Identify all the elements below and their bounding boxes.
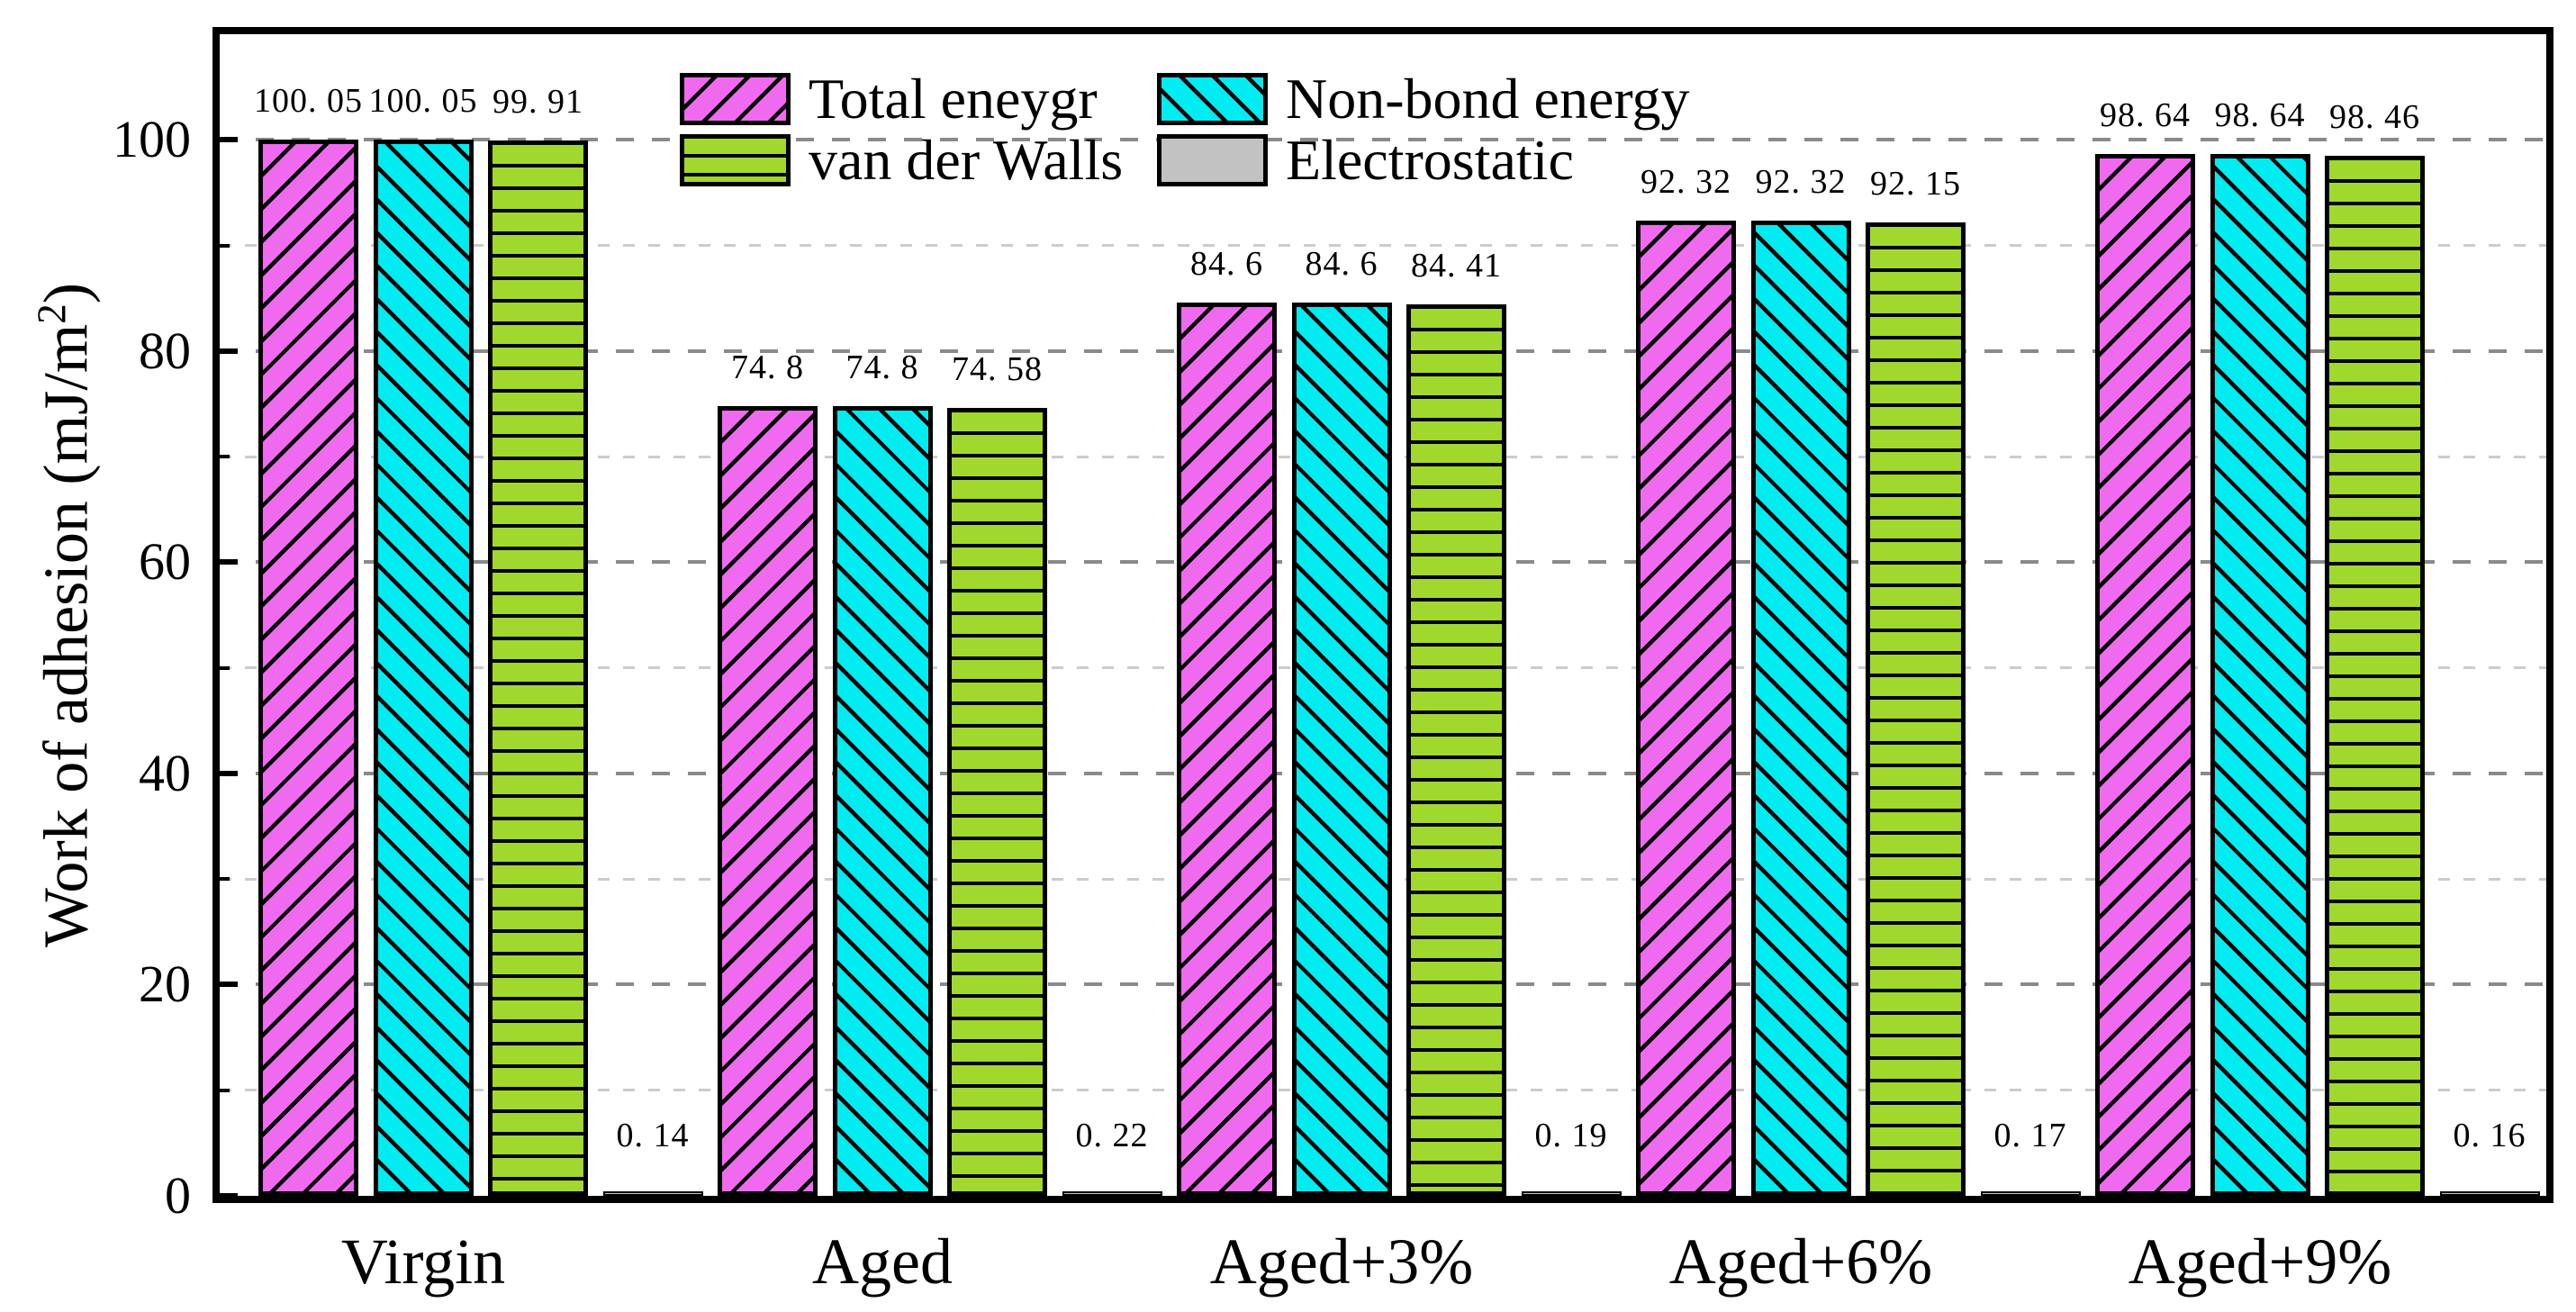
value-label-Aged+9%-series2: 98. 46 (2329, 98, 2420, 136)
y-tick-label-40: 40 (139, 743, 191, 802)
bar-Aged+9%-total-eneygr (2095, 154, 2195, 1196)
bars-layer (220, 34, 2546, 1196)
bar-Aged+3%-van-der-walls (1406, 304, 1506, 1196)
bar-Virgin-total-eneygr (258, 140, 358, 1196)
bar-Aged+3%-non-bond-energy (1291, 303, 1392, 1196)
legend-item-van-der-walls: van der Walls (680, 128, 1124, 192)
bar-Virgin-electrostatic (602, 1191, 703, 1196)
legend-item-nonbond-energy: Non-bond energy (1157, 67, 1690, 131)
legend-swatch-van-der-walls (680, 134, 791, 186)
bar-Virgin-van-der-walls (488, 140, 588, 1196)
value-label-Aged+6%-series2: 92. 15 (1870, 165, 1961, 203)
bar-Aged+9%-non-bond-energy (2210, 154, 2310, 1196)
value-label-Aged+3%-series2: 84. 41 (1411, 247, 1502, 285)
x-category-label-aged-6-: Aged+6% (1668, 1226, 1933, 1298)
y-tick-label-60: 60 (139, 532, 191, 592)
value-label-Aged+6%-series1: 92. 32 (1755, 163, 1847, 201)
y-tick-label-20: 20 (139, 955, 191, 1014)
value-label-Aged+6%-series3: 0. 17 (1993, 1117, 2067, 1154)
value-label-Aged-series1: 74. 8 (845, 348, 919, 386)
plot-area: 100. 05 100. 05 99. 91 0. 14 74. 8 74. 8 74. 5… (212, 27, 2553, 1203)
legend-item-total-energy: Total eneygr (680, 67, 1098, 131)
legend-label-van-der-walls: van der Walls (809, 128, 1124, 192)
y-tick-label-80: 80 (139, 321, 191, 380)
value-label-Aged+9%-series1: 98. 64 (2214, 96, 2306, 134)
bar-Aged+3%-total-eneygr (1177, 303, 1277, 1196)
bar-Aged+6%-total-eneygr (1636, 221, 1736, 1196)
y-major-tick-100 (220, 137, 238, 143)
legend-swatch-total-energy (680, 73, 791, 125)
y-minor-tick-90 (220, 243, 230, 248)
y-minor-tick-50 (220, 665, 230, 670)
bar-Virgin-non-bond-energy (373, 140, 474, 1196)
value-label-Virgin-series1: 100. 05 (368, 82, 478, 120)
x-category-label-virgin: Virgin (340, 1226, 506, 1298)
y-minor-tick-70 (220, 455, 230, 459)
y-major-tick-0 (220, 1193, 238, 1199)
bar-Aged+9%-van-der-walls (2325, 156, 2425, 1196)
y-minor-tick-30 (220, 877, 230, 882)
y-minor-tick-10 (220, 1088, 230, 1092)
minor-gridline-90 (220, 244, 2546, 248)
value-label-Aged-series0: 74. 8 (731, 348, 804, 386)
bar-Aged+9%-electrostatic (2439, 1191, 2540, 1196)
value-label-Aged-series2: 74. 58 (952, 350, 1043, 388)
x-category-label-aged-9-: Aged+9% (2128, 1226, 2392, 1298)
legend-label-total-energy: Total eneygr (809, 67, 1098, 131)
bar-Aged+6%-electrostatic (1980, 1191, 2081, 1196)
y-axis-title-text: Work of adhesion (mJ/m (32, 323, 102, 948)
y-major-tick-80 (220, 348, 238, 354)
value-label-Aged+9%-series3: 0. 16 (2453, 1117, 2526, 1154)
bar-Aged-van-der-walls (947, 408, 1047, 1196)
x-category-label-aged: Aged (812, 1226, 953, 1298)
ticks-layer (220, 34, 2546, 1199)
y-tick-label-0: 0 (165, 1166, 191, 1225)
legend-label-nonbond-energy: Non-bond energy (1286, 67, 1690, 131)
y-major-tick-60 (220, 559, 238, 566)
x-category-label-aged-3-: Aged+3% (1209, 1226, 1474, 1298)
value-label-Aged-series3: 0. 22 (1075, 1117, 1149, 1154)
value-label-Aged+9%-series0: 98. 64 (2100, 96, 2191, 134)
value-label-Virgin-series0: 100. 05 (254, 82, 363, 120)
legend-label-electrostatic: Electrostatic (1286, 128, 1574, 192)
value-label-Aged+3%-series0: 84. 6 (1190, 245, 1263, 283)
value-label-Aged+3%-series3: 0. 19 (1534, 1117, 1608, 1154)
value-label-Aged+3%-series1: 84. 6 (1305, 245, 1378, 283)
y-axis-title-suffix: ) (32, 282, 102, 304)
y-major-tick-40 (220, 770, 238, 776)
bar-Aged+6%-non-bond-energy (1750, 221, 1851, 1196)
y-major-tick-20 (220, 982, 238, 988)
value-label-Aged+6%-series0: 92. 32 (1641, 163, 1731, 201)
legend-swatch-electrostatic (1157, 134, 1268, 186)
legend-item-electrostatic: Electrostatic (1157, 128, 1574, 192)
value-labels-layer: 100. 05 100. 05 99. 91 0. 14 74. 8 74. 8 74. 5… (220, 34, 2546, 1196)
bar-Aged-total-eneygr (718, 406, 818, 1196)
bar-Aged+6%-van-der-walls (1866, 222, 1966, 1196)
major-gridline-100 (220, 138, 2546, 142)
legend-swatch-nonbond-energy (1157, 73, 1268, 125)
y-tick-label-100: 100 (113, 110, 191, 169)
value-label-Virgin-series2: 99. 91 (493, 83, 583, 121)
bar-Aged+3%-electrostatic (1521, 1191, 1622, 1196)
bar-Aged-electrostatic (1062, 1191, 1162, 1196)
bar-Aged-non-bond-energy (832, 406, 933, 1196)
value-label-Virgin-series3: 0. 14 (616, 1117, 690, 1154)
